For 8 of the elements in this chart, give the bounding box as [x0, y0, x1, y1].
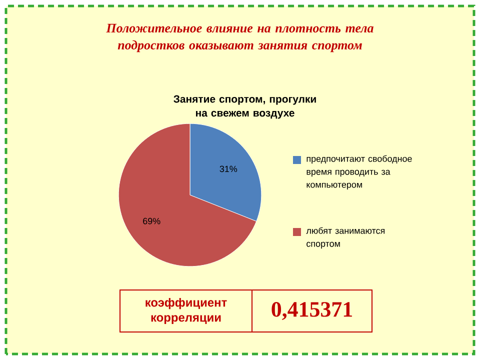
text: коэффициент корреляции — [146, 298, 227, 324]
legend-label: любят занимаются спортом — [306, 227, 385, 249]
text: 0,415371 — [272, 302, 352, 320]
chart-subtitle: Занятие спортом, прогулки на свежем воздухе — [174, 95, 316, 119]
data-label: 31% — [220, 166, 238, 172]
chart-title: Положительное влияние на плотность тела подростков оказывают занятия спортом — [106, 24, 374, 52]
legend-label: предпочитают свободное время проводить за компьютером — [306, 155, 412, 190]
data-label: 69% — [143, 218, 160, 224]
